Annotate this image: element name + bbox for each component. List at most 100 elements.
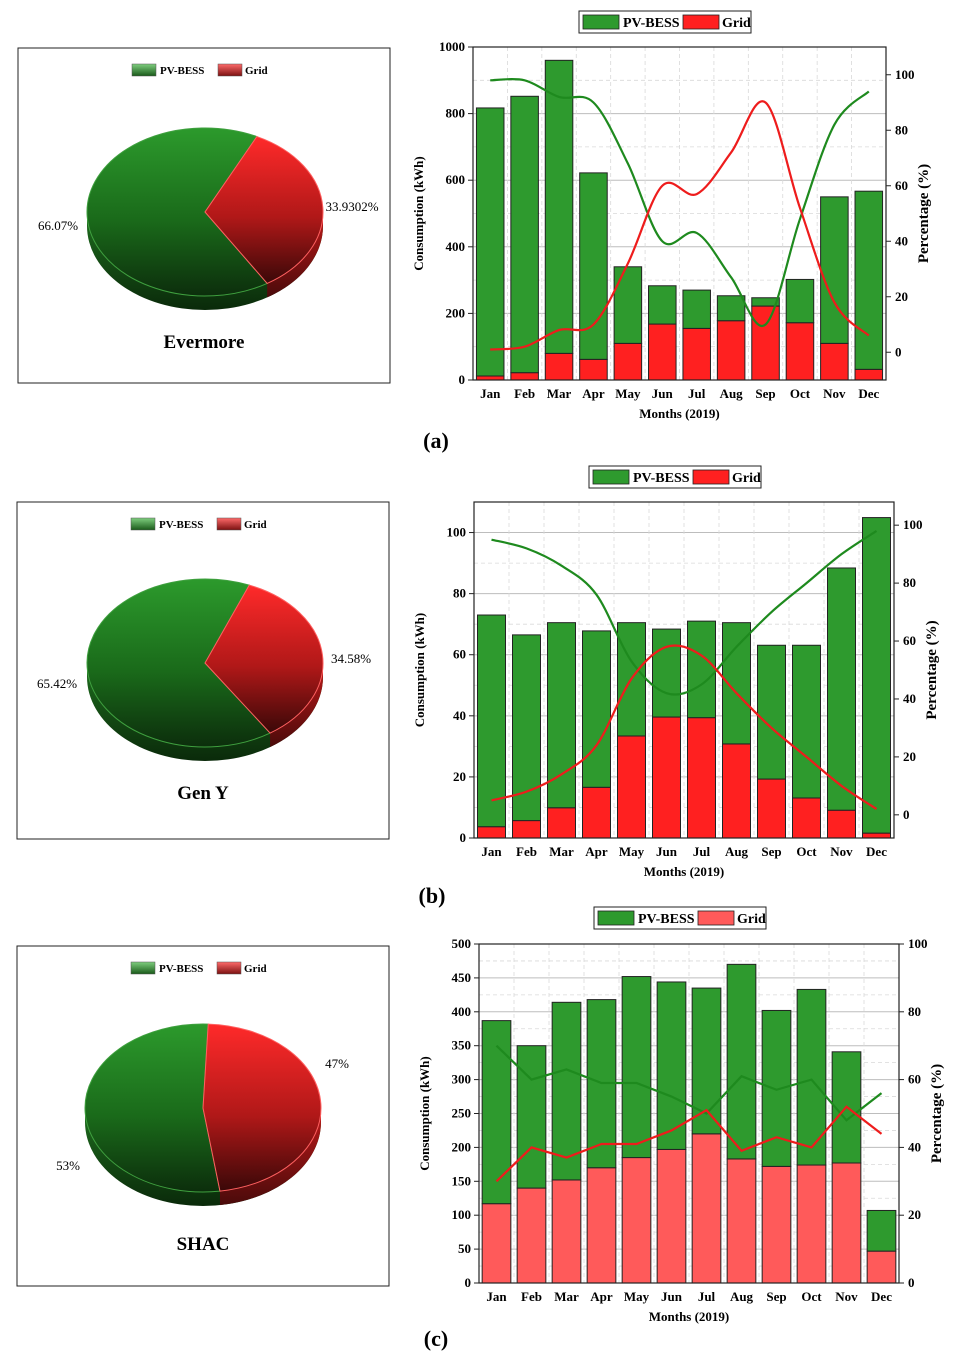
x-tick-label: Nov (823, 386, 846, 401)
y2-tick-label: 40 (895, 233, 908, 248)
y2-tick-label: 100 (903, 517, 923, 532)
bar-grid (726, 1158, 757, 1284)
bar-grid (652, 716, 681, 839)
bar-grid (586, 1167, 617, 1284)
bar-pv-bess (726, 963, 757, 1160)
y2-tick-label: 20 (895, 289, 908, 304)
y-tick-label: 0 (465, 1275, 472, 1290)
pie-title: Gen Y (177, 783, 229, 804)
bar-grid (613, 342, 643, 381)
y-axis-label: Consumption (kWh) (417, 1056, 432, 1171)
bar-pv-bess (613, 266, 643, 344)
bar-grid (617, 735, 646, 839)
y2-tick-label: 40 (903, 691, 916, 706)
bar-grid (551, 1179, 582, 1284)
bar-pv-bess (682, 289, 711, 329)
bar-grid (792, 797, 821, 839)
y2-tick-label: 100 (908, 936, 928, 951)
y-tick-label: 500 (452, 936, 472, 951)
y-tick-label: 60 (453, 647, 466, 662)
bar-pv-bess (547, 622, 576, 809)
x-tick-label: Apr (582, 386, 605, 401)
pie-slice-pv-bess (84, 1023, 221, 1193)
line-grid-percentage (490, 100, 870, 351)
plot-frame (473, 501, 895, 839)
x-tick-label: Jan (481, 844, 502, 859)
pie-slice-pv-bess (86, 127, 268, 297)
y-tick-label: 1000 (439, 39, 465, 54)
y-tick-label: 100 (447, 525, 467, 540)
y-tick-label: 450 (452, 970, 472, 985)
pie-value-label-grid: 34.58% (331, 651, 371, 666)
x-tick-label: Jan (486, 1289, 507, 1304)
x-tick-label: Aug (730, 1289, 754, 1304)
y2-tick-label: 0 (895, 344, 902, 359)
plot-frame (472, 46, 887, 381)
bar-grid (820, 342, 849, 381)
bar-grid (751, 305, 780, 381)
bar-pv-bess (751, 297, 780, 307)
bar-grid (761, 1165, 792, 1284)
y-tick-label: 250 (452, 1106, 472, 1121)
line-grid-percentage (495, 1105, 883, 1183)
bar-pv-bess (862, 517, 891, 834)
y-tick-label: 150 (452, 1173, 472, 1188)
bar-pv-bess (820, 196, 849, 344)
y-tick-label: 400 (452, 1004, 472, 1019)
bar-pv-bess (582, 630, 611, 788)
x-tick-label: Mar (549, 844, 574, 859)
bar-grid (682, 327, 711, 381)
x-tick-label: Oct (796, 844, 817, 859)
bar-grid (722, 743, 751, 839)
bar-pv-bess (481, 1020, 512, 1205)
panel-label-a: (a) (423, 428, 449, 453)
y2-tick-label: 0 (903, 807, 910, 822)
line-pv-bess-percentage (490, 77, 870, 328)
bar-chart-shac: Jan Feb Mar Apr May Jun Jul Aug Sep Oct Nov Dec 0 50 1… (417, 906, 945, 1324)
bar-pv-bess (757, 644, 786, 780)
x-tick-label: May (619, 844, 645, 859)
bar-grid (621, 1157, 652, 1284)
bar-grid (866, 1250, 897, 1284)
bar-grid (579, 358, 608, 381)
x-tick-label: Jul (698, 1289, 716, 1304)
x-tick-label: Feb (521, 1289, 542, 1304)
legend-label-grid: Grid (732, 471, 761, 486)
y-tick-label: 400 (446, 239, 466, 254)
y2-tick-label: 80 (895, 122, 908, 137)
legend-label-pv-bess: PV-BESS (160, 65, 204, 77)
x-axis-label: Months (2019) (649, 1309, 730, 1324)
y-tick-label: 200 (452, 1139, 472, 1154)
y2-tick-label: 60 (903, 633, 916, 648)
bar-grid (544, 352, 574, 381)
legend-swatch-pv-bess (131, 63, 157, 77)
y2-tick-label: 60 (895, 178, 908, 193)
bar-grid (854, 368, 884, 381)
y-tick-label: 0 (460, 830, 467, 845)
x-tick-label: Nov (835, 1289, 858, 1304)
x-tick-label: Oct (790, 386, 811, 401)
x-tick-label: Oct (801, 1289, 822, 1304)
bar-grid (716, 320, 746, 381)
x-tick-label: Aug (725, 844, 749, 859)
bar-grid (757, 778, 786, 839)
y-tick-label: 200 (446, 305, 466, 320)
bar-pv-bess (866, 1209, 897, 1252)
legend-label-grid: Grid (244, 519, 267, 531)
bar-grid (691, 1133, 722, 1284)
x-tick-label: Jun (656, 844, 678, 859)
y-tick-label: 350 (452, 1038, 472, 1053)
bar-pv-bess (792, 644, 821, 799)
x-tick-label: May (615, 386, 641, 401)
x-tick-label: Sep (761, 844, 781, 859)
bar-grid (831, 1162, 862, 1284)
legend-label-pv-bess: PV-BESS (159, 519, 203, 531)
bar-pv-bess (475, 107, 505, 377)
pie-slice-grid (204, 584, 324, 734)
x-tick-label: Mar (547, 386, 572, 401)
bar-pv-bess (512, 634, 541, 822)
bar-pv-bess (621, 976, 652, 1159)
bar-grid (547, 807, 576, 839)
pie-slice-side-pv-bess (87, 212, 323, 310)
